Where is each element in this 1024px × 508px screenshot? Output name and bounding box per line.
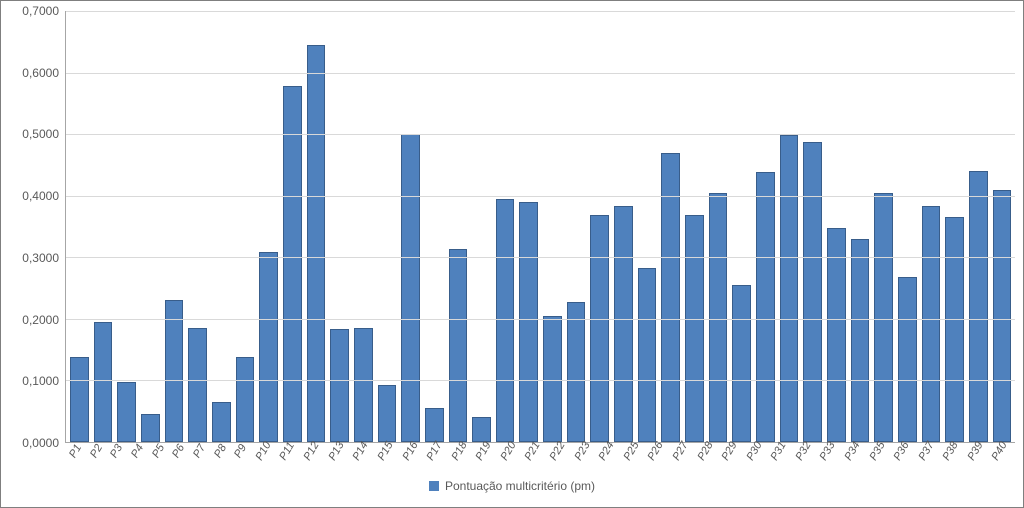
bar [449,249,468,442]
plot-row: 0,00000,10000,20000,30000,40000,50000,60… [9,11,1015,443]
y-axis: 0,00000,10000,20000,30000,40000,50000,60… [9,11,65,443]
bar [898,277,917,442]
bar [922,206,941,442]
bars-container [66,11,1015,442]
bar [945,217,964,442]
bar [283,86,302,442]
y-tick-label: 0,7000 [22,4,59,18]
legend-label: Pontuação multicritério (pm) [445,479,595,493]
bar [709,193,728,442]
bar [685,215,704,442]
bar [165,300,184,442]
y-tick-label: 0,6000 [22,66,59,80]
y-tick-label: 0,1000 [22,374,59,388]
grid-line [66,73,1015,74]
bar [378,385,397,442]
bar [732,285,751,442]
bar [141,414,160,442]
y-tick-label: 0,5000 [22,127,59,141]
bar [188,328,207,442]
bar [354,328,373,442]
bar [590,215,609,442]
y-tick-label: 0,4000 [22,189,59,203]
bar [874,193,893,442]
bar [70,357,89,442]
bar [519,202,538,442]
bar [259,252,278,442]
bar [993,190,1012,442]
bar [567,302,586,442]
bar [496,199,515,442]
bar [401,134,420,442]
bar [969,171,988,442]
bar [330,329,349,442]
grid-line [66,134,1015,135]
x-labels: P1P2P3P4P5P6P7P8P9P10P11P12P13P14P15P16P… [65,445,1015,475]
legend: Pontuação multicritério (pm) [9,479,1015,493]
legend-swatch [429,481,439,491]
bar [425,408,444,442]
y-tick-label: 0,0000 [22,436,59,450]
grid-line [66,380,1015,381]
bar [827,228,846,442]
bar [236,357,255,442]
bar [307,45,326,442]
x-axis-row: P1P2P3P4P5P6P7P8P9P10P11P12P13P14P15P16P… [9,445,1015,475]
bar [803,142,822,442]
grid-line [66,257,1015,258]
bar [543,316,562,442]
bar [472,417,491,442]
bar [614,206,633,442]
bar [638,268,657,442]
bar [212,402,231,442]
bar [756,172,775,442]
x-tick-label: P40 [990,440,1024,472]
y-tick-label: 0,3000 [22,251,59,265]
bar [851,239,870,442]
bar [780,135,799,442]
grid-line [66,11,1015,12]
grid-line [66,319,1015,320]
bar [117,382,136,442]
plot-area [65,11,1015,443]
grid-line [66,196,1015,197]
y-tick-label: 0,2000 [22,313,59,327]
bar-chart: 0,0000 0,1000 0,2000 0,3000 0,4000 0,5000 0,60… [0,0,1024,508]
bar [94,322,113,442]
